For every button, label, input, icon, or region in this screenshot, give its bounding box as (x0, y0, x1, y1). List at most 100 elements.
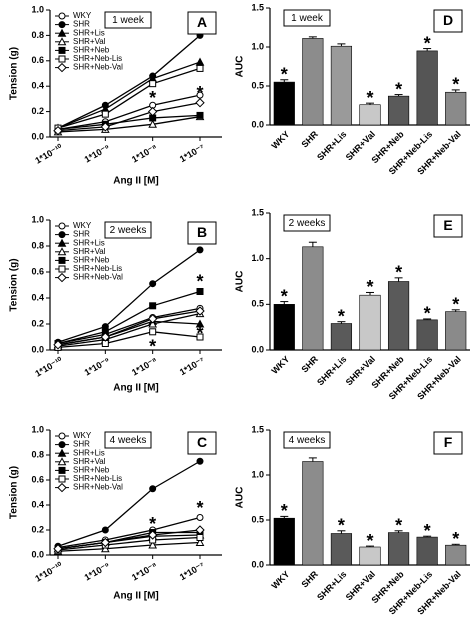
bar (302, 461, 324, 566)
x-tick-label: SHR (299, 354, 320, 375)
series-line (57, 541, 201, 552)
legend-marker (57, 448, 67, 457)
legend-marker (58, 432, 66, 440)
subtitle: 4 weeks (289, 435, 326, 446)
legend-marker (58, 441, 66, 449)
significance-star: * (424, 521, 431, 541)
legend-marker (58, 222, 66, 230)
significance-star: * (366, 277, 373, 297)
series-line (57, 312, 201, 347)
x-tick-label: 1*10⁻⁹ (83, 142, 112, 164)
y-tick-label: 0.4 (31, 292, 44, 302)
legend-marker (57, 272, 67, 283)
x-tick-label: 1*10⁻⁹ (83, 355, 112, 377)
series-line (57, 460, 201, 547)
y-tick-label: 0.4 (31, 81, 44, 91)
data-point (196, 288, 204, 295)
significance-star: * (149, 88, 156, 108)
significance-star: * (149, 336, 156, 356)
data-point (100, 537, 111, 548)
legend-marker (57, 62, 67, 73)
x-tick-label: 1*10⁻⁷ (178, 142, 207, 164)
series: SHR+Neb-Val (53, 62, 205, 136)
significance-star: * (281, 286, 288, 306)
bar (359, 104, 381, 126)
y-tick-label: 0.0 (251, 119, 264, 129)
y-tick-label: 1.0 (251, 253, 264, 263)
bar (445, 544, 467, 566)
legend-label: SHR+Neb-Lis (73, 264, 122, 273)
legend-label: WKY (73, 221, 92, 230)
bar (387, 281, 410, 351)
y-tick-label: 0.0 (251, 559, 264, 569)
data-point (149, 280, 157, 288)
panel-label: A (197, 14, 207, 30)
subtitle: 2 weeks (110, 225, 147, 236)
x-tick-label: WKY (269, 569, 291, 591)
data-point (149, 485, 157, 493)
bar (273, 304, 295, 351)
legend-marker (57, 28, 67, 37)
bar (416, 50, 438, 126)
y-tick-label: 0.0 (251, 344, 264, 354)
panel-label-box (433, 431, 463, 455)
x-tick-label: 1*10⁻¹⁰ (33, 142, 64, 166)
y-tick-label: 1.0 (31, 4, 44, 14)
bar (359, 546, 381, 566)
series-line (57, 249, 201, 343)
legend-label: SHR+Lis (73, 448, 105, 457)
y-tick-label: 0.8 (31, 240, 44, 250)
data-point (101, 110, 109, 118)
significance-star: * (196, 498, 203, 518)
bar (330, 45, 353, 126)
subtitle-box (283, 431, 331, 449)
x-tick-label: WKY (269, 354, 291, 376)
legend-marker (57, 482, 67, 493)
y-tick-label: 0.8 (31, 449, 44, 459)
subtitle-box (283, 9, 331, 27)
legend-label: SHR (73, 230, 90, 239)
panel-label-box (433, 9, 463, 33)
bar (302, 246, 324, 351)
y-tick-label: 1.5 (251, 424, 264, 434)
series-line (57, 331, 201, 349)
data-point (196, 514, 204, 521)
bar (330, 533, 353, 566)
data-point (196, 64, 204, 72)
significance-star: * (338, 306, 345, 326)
y-axis-title: AUC (235, 271, 246, 293)
series-line (57, 290, 201, 345)
significance-star: * (395, 79, 402, 99)
bar (387, 532, 410, 566)
legend-label: WKY (73, 431, 92, 440)
data-point (147, 106, 158, 117)
legend-label: SHR+Neb-Lis (73, 474, 122, 483)
data-point (100, 122, 111, 132)
x-tick-label: 1*10⁻¹⁰ (33, 560, 64, 584)
subtitle-box (104, 431, 152, 449)
bar (416, 536, 438, 566)
x-tick-label: SHR+Lis (315, 129, 348, 162)
legend-marker (58, 55, 66, 63)
bar (445, 311, 467, 351)
significance-star: * (452, 295, 459, 315)
subtitle: 1 week (291, 13, 324, 24)
significance-star: * (452, 75, 459, 95)
data-point (196, 457, 204, 465)
y-tick-label: 1.0 (31, 214, 44, 224)
bar (302, 38, 324, 126)
legend-label: SHR+Val (73, 37, 106, 46)
significance-star: * (395, 516, 402, 536)
y-tick-label: 0.0 (31, 549, 44, 559)
subtitle-box (104, 11, 152, 29)
legend-marker (57, 457, 67, 466)
bar (387, 95, 410, 126)
legend-label: SHR+Neb-Val (73, 273, 123, 282)
panel-label-box (187, 431, 217, 455)
legend-marker (58, 46, 66, 54)
significance-star: * (338, 516, 345, 536)
y-tick-label: 0.5 (251, 299, 264, 309)
series: SHR+Neb-Val (53, 272, 205, 350)
panel-label: F (444, 434, 453, 450)
